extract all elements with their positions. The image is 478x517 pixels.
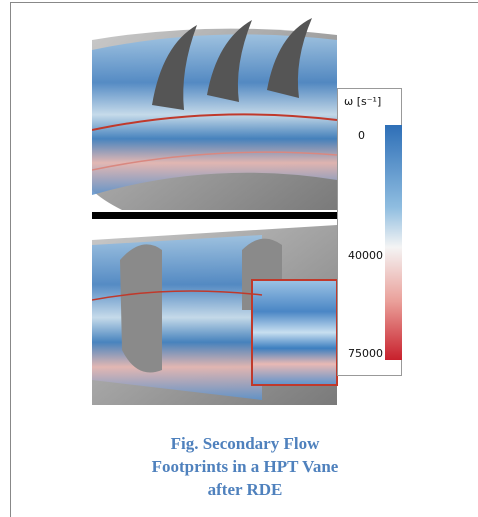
colorbar-label: ω [s⁻¹] bbox=[344, 95, 381, 108]
colorbar-tick: 75000 bbox=[348, 347, 383, 360]
flow-plane bbox=[252, 280, 337, 385]
page: ω [s⁻¹] 0 40000 75000 Fig. Secondary Flo… bbox=[0, 0, 478, 517]
figure-caption: Fig. Secondary Flow Footprints in a HPT … bbox=[140, 432, 350, 501]
figure-image: ω [s⁻¹] 0 40000 75000 bbox=[92, 10, 402, 405]
flow-plane bbox=[92, 235, 262, 400]
colorbar bbox=[385, 125, 402, 360]
separator bbox=[92, 212, 337, 219]
colorbar-tick: 0 bbox=[358, 129, 365, 142]
vane bbox=[120, 244, 162, 372]
colorbar-tick: 40000 bbox=[348, 249, 383, 262]
